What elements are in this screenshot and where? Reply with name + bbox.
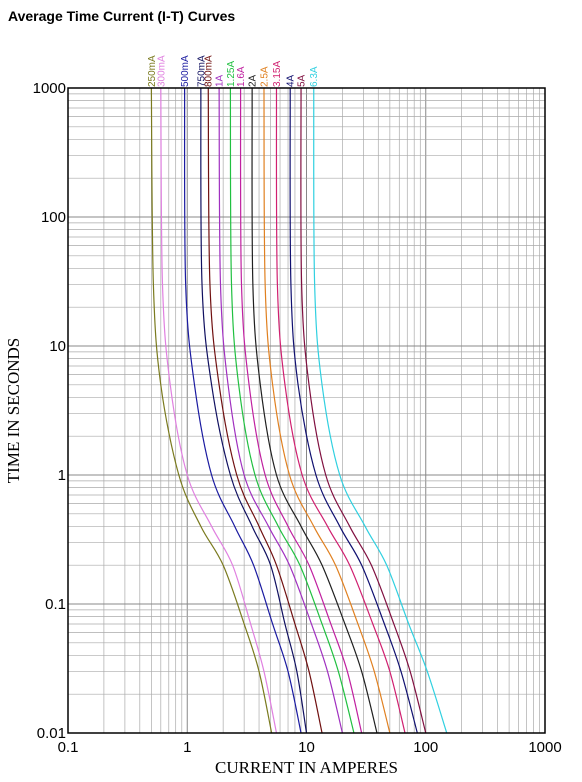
series-line-2A <box>251 87 378 734</box>
series-label: 250mA <box>147 55 158 87</box>
series-line-250mA <box>150 87 273 734</box>
plot-frame <box>67 87 546 734</box>
series-line-3.15A <box>275 87 406 734</box>
series-line-500mA <box>183 87 302 734</box>
y-tick-label: 1 <box>58 467 66 484</box>
x-axis-label: CURRENT IN AMPERES <box>215 758 398 777</box>
series-label: 750mA <box>196 55 207 87</box>
y-tick-label: 10 <box>49 338 66 355</box>
series-label: 800mA <box>204 55 215 87</box>
series-label: 4A <box>286 74 297 87</box>
series-line-5A <box>300 87 427 734</box>
series-line-750mA <box>200 87 308 734</box>
series-label: 1.6A <box>236 66 247 87</box>
series-line-4A <box>289 87 418 734</box>
series-line-800mA <box>207 87 323 734</box>
series-label: 2A <box>248 74 259 87</box>
series-label: 300mA <box>156 55 167 87</box>
x-tick-label: 1 <box>183 739 191 756</box>
series-label: 1.25A <box>226 61 237 87</box>
series-label: 3.15A <box>272 61 283 87</box>
x-tick-label: 0.1 <box>58 739 79 756</box>
x-tick-label: 100 <box>413 739 438 756</box>
y-axis-label: TIME IN SECONDS <box>4 338 23 483</box>
chart-title: Average Time Current (I-T) Curves <box>8 8 236 24</box>
series-line-1.6A <box>239 87 363 734</box>
y-tick-label: 0.1 <box>45 596 66 613</box>
y-tick-labels: 0.01 0.1 1 10 100 1000 <box>33 80 66 742</box>
grid <box>67 88 545 734</box>
series-label: 1A <box>215 74 226 87</box>
series-line-1A <box>218 87 343 734</box>
x-tick-labels: 0.1 1 10 100 1000 <box>58 739 562 756</box>
series-label: 2.5A <box>260 66 271 87</box>
series-line-2.5A <box>263 87 391 734</box>
series-line-1.25A <box>229 87 355 734</box>
series-label: 5A <box>297 74 308 87</box>
series-label: 6.3A <box>309 66 320 87</box>
series-line-300mA <box>160 87 278 734</box>
series-label: 500mA <box>180 55 191 87</box>
y-tick-label: 1000 <box>33 80 66 97</box>
y-tick-label: 0.01 <box>37 725 66 742</box>
y-tick-label: 100 <box>41 209 66 226</box>
series-curves <box>150 87 448 734</box>
x-tick-label: 10 <box>298 739 315 756</box>
series-line-6.3A <box>313 87 448 734</box>
x-tick-label: 1000 <box>528 739 561 756</box>
